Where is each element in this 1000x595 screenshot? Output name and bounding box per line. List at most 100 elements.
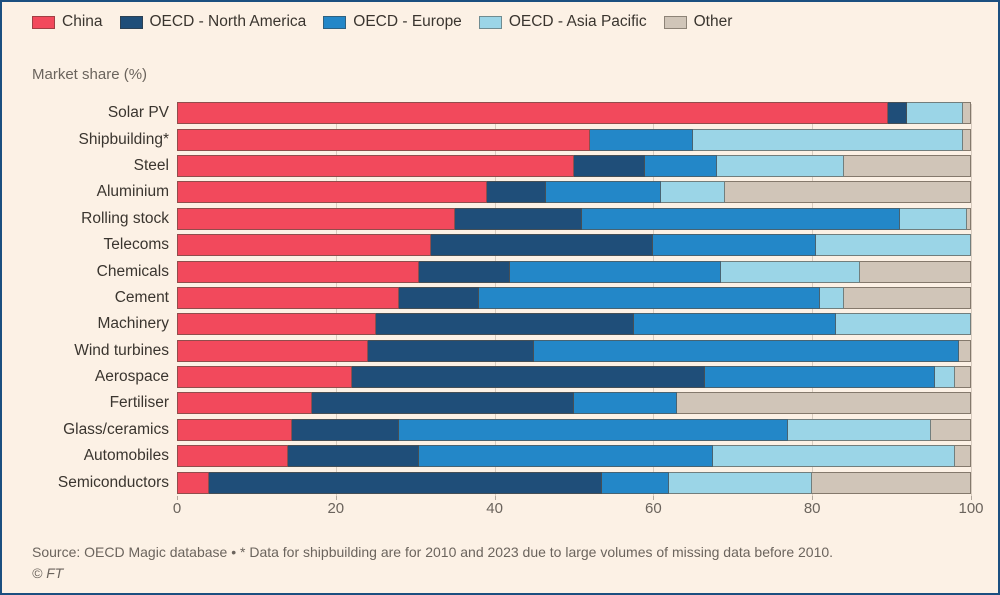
row-label: Fertiliser bbox=[109, 394, 169, 412]
legend-item: OECD - Asia Pacific bbox=[478, 13, 647, 31]
legend-swatch-icon bbox=[119, 15, 143, 29]
bar-segment bbox=[712, 445, 956, 468]
axis-tick-mark bbox=[812, 495, 814, 500]
bar-row: Semiconductors bbox=[32, 469, 971, 495]
bar-segment bbox=[705, 366, 936, 389]
bar-segment bbox=[653, 234, 817, 257]
bar-segment bbox=[534, 339, 960, 362]
bar-segment bbox=[177, 445, 289, 468]
legend: China OECD - North America OECD - Europe OE… bbox=[2, 2, 998, 31]
bar-segment bbox=[177, 260, 420, 283]
bar-row: Cement bbox=[32, 285, 971, 311]
bar-segment bbox=[601, 471, 670, 494]
bar-segment bbox=[177, 418, 293, 441]
row-label: Aerospace bbox=[94, 368, 169, 386]
bar-track bbox=[177, 313, 971, 336]
bar-segment bbox=[963, 102, 971, 125]
bar-track bbox=[177, 339, 971, 362]
bar-segment bbox=[573, 392, 678, 415]
bar-segment bbox=[816, 234, 971, 257]
bar-segment bbox=[292, 418, 400, 441]
legend-item: OECD - Europe bbox=[323, 13, 462, 31]
x-axis-tick-label: 60 bbox=[645, 499, 662, 517]
bar-segment bbox=[419, 260, 511, 283]
legend-item: China bbox=[32, 13, 103, 31]
axis-tick-mark bbox=[335, 495, 337, 500]
bar-row: Automobiles bbox=[32, 443, 971, 469]
bar-segment bbox=[288, 445, 420, 468]
bar-segment bbox=[351, 366, 705, 389]
bar-segment bbox=[177, 286, 400, 309]
bar-segment bbox=[963, 128, 971, 151]
legend-label: OECD - North America bbox=[149, 13, 307, 30]
bar-segment bbox=[955, 366, 971, 389]
bar-segment bbox=[812, 471, 971, 494]
bar-segment bbox=[431, 234, 654, 257]
bar-row: Glass/ceramics bbox=[32, 417, 971, 443]
row-label: Aluminium bbox=[96, 183, 169, 201]
bar-segment bbox=[716, 154, 844, 177]
bar-row: Solar PV bbox=[32, 100, 971, 126]
bar-row: Telecoms bbox=[32, 232, 971, 258]
bar-track bbox=[177, 471, 971, 494]
axis-tick-mark bbox=[653, 495, 655, 500]
row-label: Solar PV bbox=[107, 104, 169, 122]
row-label: Telecoms bbox=[103, 236, 169, 254]
legend-swatch-icon bbox=[663, 15, 687, 29]
x-axis: 0 20 40 60 80 100 bbox=[173, 495, 984, 520]
bar-segment bbox=[177, 128, 590, 151]
bar-segment bbox=[177, 313, 376, 336]
legend-item: Other bbox=[663, 13, 732, 31]
bar-segment bbox=[669, 471, 813, 494]
bar-segment bbox=[546, 181, 662, 204]
source-text: Source: OECD Magic database • * Data for… bbox=[32, 544, 834, 561]
bar-track bbox=[177, 207, 971, 230]
bar-segment bbox=[820, 286, 844, 309]
bar-segment bbox=[843, 286, 971, 309]
row-label: Chemicals bbox=[96, 262, 169, 280]
bar-track bbox=[177, 286, 971, 309]
legend-swatch-icon bbox=[323, 15, 347, 29]
footer: Source: OECD Magic database • * Data for… bbox=[32, 542, 974, 583]
row-label: Steel bbox=[133, 156, 169, 174]
bar-segment bbox=[693, 128, 964, 151]
bar-row: Fertiliser bbox=[32, 390, 971, 416]
bar-segment bbox=[177, 102, 888, 125]
bar-segment bbox=[836, 313, 971, 336]
bar-track bbox=[177, 181, 971, 204]
bar-segment bbox=[645, 154, 717, 177]
gridline bbox=[971, 104, 972, 498]
row-label: Automobiles bbox=[83, 447, 169, 465]
stacked-bar-chart: Solar PV Shipbuilding* Steel Aluminium Rolli… bbox=[32, 100, 984, 520]
bar-track bbox=[177, 366, 971, 389]
bar-track bbox=[177, 154, 971, 177]
bar-segment bbox=[931, 418, 971, 441]
axis-tick-mark bbox=[177, 495, 178, 500]
bar-segment bbox=[788, 418, 932, 441]
bar-segment bbox=[510, 260, 721, 283]
bar-track bbox=[177, 128, 971, 151]
bar-row: Aluminium bbox=[32, 179, 971, 205]
bar-segment bbox=[859, 260, 971, 283]
row-label: Shipbuilding* bbox=[78, 130, 170, 148]
bar-segment bbox=[311, 392, 574, 415]
bar-segment bbox=[720, 260, 860, 283]
bar-segment bbox=[907, 102, 964, 125]
row-label: Wind turbines bbox=[74, 341, 169, 359]
bar-track bbox=[177, 445, 971, 468]
bar-segment bbox=[375, 313, 634, 336]
x-axis-tick-label: 40 bbox=[486, 499, 503, 517]
bar-segment bbox=[955, 445, 971, 468]
row-label: Machinery bbox=[97, 315, 170, 333]
row-label: Rolling stock bbox=[81, 209, 169, 227]
bar-row: Steel bbox=[32, 153, 971, 179]
bar-segment bbox=[887, 102, 908, 125]
bar-segment bbox=[967, 207, 971, 230]
bar-row: Chemicals bbox=[32, 258, 971, 284]
legend-label: OECD - Asia Pacific bbox=[508, 13, 647, 30]
bar-segment bbox=[177, 366, 352, 389]
row-label: Cement bbox=[114, 288, 169, 306]
row-label: Glass/ceramics bbox=[63, 420, 169, 438]
bar-segment bbox=[208, 471, 602, 494]
